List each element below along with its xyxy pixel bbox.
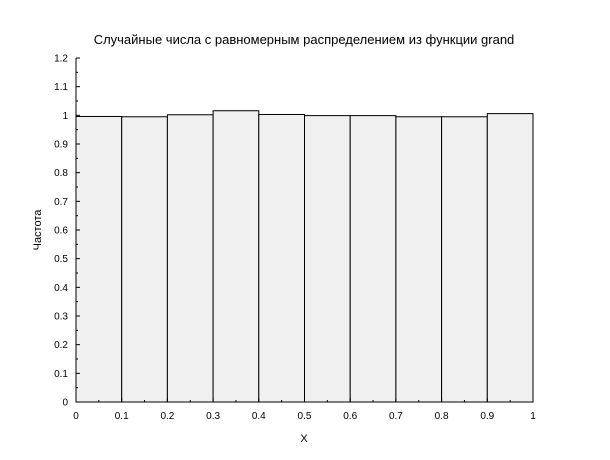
x-axis-title: X	[300, 433, 308, 445]
axes-group: 0 0.1 0.2 0.3 0.4 0.5 0.6 0.7 0.8 0.9 1 1.1 1.2 0 0.1 0…	[54, 54, 536, 423]
x-tick-label: 0.9	[480, 411, 494, 422]
histogram-bar-1	[121, 116, 168, 403]
x-tick-label: 0.3	[206, 411, 220, 422]
x-tick-label: 0.7	[389, 411, 403, 422]
histogram-bar-8	[441, 116, 488, 403]
histogram-bar-6	[349, 115, 397, 403]
x-tick-label: 0	[73, 411, 79, 422]
histogram-bar-9	[486, 113, 534, 403]
y-tick-label: 0.5	[54, 254, 68, 265]
y-tick-label: 1.1	[54, 82, 68, 93]
x-tick-label: 0.5	[298, 411, 312, 422]
y-tick-label: 0.7	[54, 197, 68, 208]
y-tick-label: 0.4	[54, 283, 68, 294]
y-tick-label: 0.6	[54, 226, 68, 237]
x-tick-label: 0.4	[252, 411, 266, 422]
histogram-bar-0	[75, 115, 123, 403]
y-tick-label: 1.2	[54, 54, 68, 65]
histogram-bar-5	[304, 115, 351, 403]
chart-title: Случайные числа с равномерным распределе…	[94, 32, 515, 47]
y-tick-label: 0.1	[54, 369, 68, 380]
y-axis-title: Частота	[32, 209, 44, 251]
y-tick-label: 0.9	[54, 140, 68, 151]
y-tick-label: 0.2	[54, 340, 68, 351]
histogram-bar-3	[212, 110, 260, 403]
bars-group	[75, 110, 534, 403]
x-tick-label: 0.1	[115, 411, 129, 422]
x-tick-label: 1	[530, 411, 536, 422]
histogram-bar-2	[166, 114, 214, 403]
histogram-bar-7	[395, 116, 443, 403]
y-tick-label: 0	[62, 398, 68, 409]
x-tick-label: 0.6	[343, 411, 357, 422]
y-tick-label: 1	[62, 111, 68, 122]
x-tick-label: 0.8	[435, 411, 449, 422]
x-tick-label: 0.2	[160, 411, 174, 422]
histogram-bar-4	[258, 113, 305, 403]
y-tick-label: 0.8	[54, 168, 68, 179]
y-tick-label: 0.3	[54, 312, 68, 323]
